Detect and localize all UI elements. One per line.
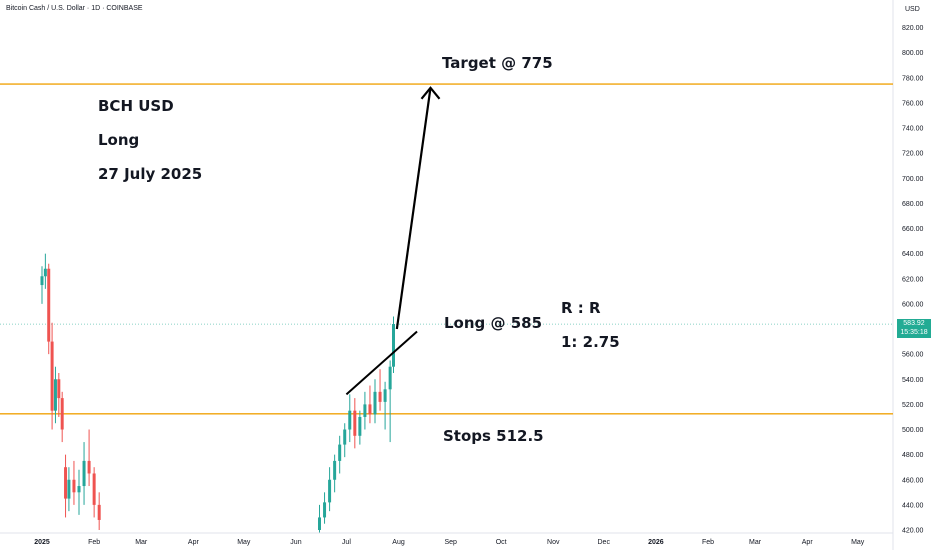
y-tick-label: 740.00 [902, 126, 924, 133]
x-tick-label: Nov [547, 539, 560, 546]
candle-body [53, 379, 57, 411]
candle-body [40, 276, 44, 286]
candle-body [72, 479, 76, 493]
candle-body [363, 404, 367, 417]
x-tick-label: 2026 [648, 539, 664, 546]
x-tick-label: Feb [702, 539, 714, 546]
candle-body [318, 517, 321, 530]
candle-body [338, 444, 342, 461]
candle-body [333, 460, 337, 480]
y-tick-label: 640.00 [902, 251, 924, 258]
candle-body [343, 429, 347, 445]
candle-body [67, 479, 71, 499]
annotation-direction: Long [98, 131, 140, 149]
y-tick-label: 780.00 [902, 75, 924, 82]
y-tick-label: 500.00 [902, 427, 924, 434]
y-tick-label: 440.00 [902, 502, 924, 509]
x-tick-label: Apr [802, 539, 814, 546]
y-tick-label: 460.00 [902, 477, 924, 484]
last-price-value: 583.92 [903, 320, 925, 327]
y-tick-label: 800.00 [902, 50, 924, 57]
x-tick-label: Feb [88, 539, 100, 546]
projection-arrow-head [420, 86, 441, 100]
annotation-target: Target @ 775 [442, 54, 553, 72]
x-tick-label: Mar [135, 539, 148, 546]
y-tick-label: 420.00 [902, 528, 924, 535]
candle-body [92, 473, 96, 505]
x-tick-label: Apr [188, 539, 200, 546]
candle-body [82, 460, 86, 487]
candle-body [87, 460, 91, 474]
y-tick-label: 720.00 [902, 151, 924, 158]
symbol-title: Bitcoin Cash / U.S. Dollar · 1D · COINBA… [6, 5, 143, 12]
candle-body [378, 391, 382, 402]
candle-body [43, 268, 47, 277]
candle-body [97, 504, 101, 520]
annotation-entry: Long @ 585 [444, 314, 543, 332]
y-tick-label: 600.00 [902, 301, 924, 308]
x-tick-label: Sep [444, 539, 457, 546]
candle-body [50, 341, 54, 411]
candle-body [57, 379, 61, 399]
candle-body [64, 467, 68, 499]
candle-body [47, 268, 51, 342]
x-tick-label: Aug [392, 539, 405, 546]
annotation-date: 27 July 2025 [98, 165, 203, 183]
x-tick-label: Mar [749, 539, 762, 546]
y-tick-label: 620.00 [902, 276, 924, 283]
currency-label[interactable]: USD [905, 6, 920, 13]
x-tick-label: May [851, 539, 865, 546]
y-tick-label: 820.00 [902, 25, 924, 32]
last-price-badge: 583.92 15:35:18 [897, 319, 931, 338]
y-tick-label: 760.00 [902, 100, 924, 107]
x-tick-label: Jun [290, 539, 301, 546]
x-tick-label: Oct [496, 539, 507, 546]
candle-body [60, 398, 64, 430]
candle-body [373, 391, 377, 415]
candle-body [77, 486, 81, 493]
last-price-countdown: 15:35:18 [900, 329, 928, 336]
candle-body [368, 404, 372, 415]
y-tick-label: 520.00 [902, 402, 924, 409]
candle-body [358, 416, 362, 436]
annotation-stops: Stops 512.5 [443, 427, 544, 445]
candle-body [348, 410, 352, 430]
trendline [345, 330, 418, 396]
candle-body [328, 479, 332, 503]
y-tick-label: 560.00 [902, 352, 924, 359]
candle-body [323, 502, 327, 518]
candle-body [392, 324, 395, 367]
x-tick-label: Dec [598, 539, 611, 546]
annotation-title: BCH USD [98, 97, 174, 115]
y-tick-label: 660.00 [902, 226, 924, 233]
projection-arrow-shaft [395, 87, 432, 330]
x-tick-label: 2025 [34, 539, 50, 546]
y-tick-label: 540.00 [902, 377, 924, 384]
candle-body [353, 410, 357, 436]
y-tick-label: 700.00 [902, 176, 924, 183]
x-tick-label: May [237, 539, 251, 546]
annotation-rr-label: R : R [561, 299, 601, 317]
y-tick-label: 680.00 [902, 201, 924, 208]
annotation-rr-value: 1: 2.75 [561, 333, 620, 351]
candle-body [383, 389, 387, 402]
candle-body [388, 366, 392, 390]
x-tick-label: Jul [342, 539, 351, 546]
y-tick-label: 480.00 [902, 452, 924, 459]
